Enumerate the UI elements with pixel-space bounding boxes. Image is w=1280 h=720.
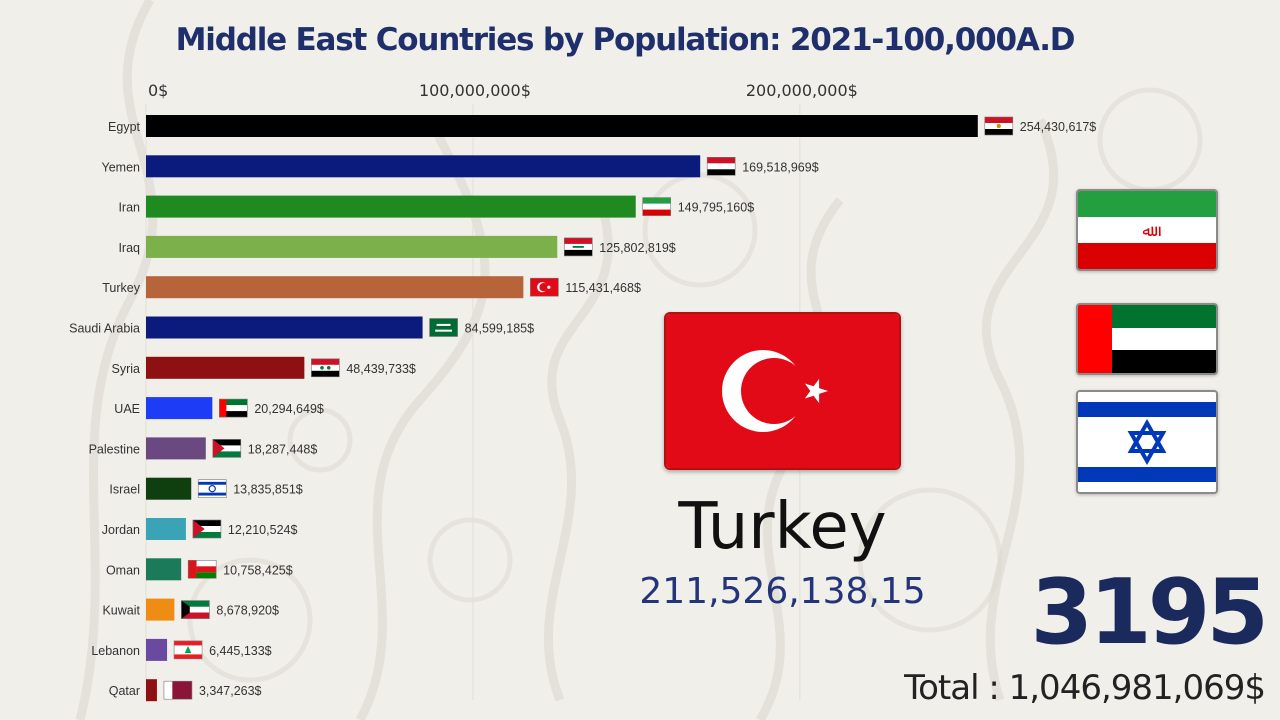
bar (146, 276, 524, 299)
value-label: 20,294,649$ (254, 402, 324, 416)
bar (146, 477, 192, 500)
featured-turkey-flag-icon (664, 312, 901, 470)
uae-flag-icon (219, 398, 248, 418)
israel-flag-icon (197, 479, 227, 499)
x-tick-label: 100,000,000$ (419, 81, 531, 100)
bar (146, 397, 213, 420)
qatar-flag-icon (163, 680, 193, 700)
category-label: Turkey (102, 281, 140, 295)
value-label: 254,430,617$ (1020, 120, 1097, 134)
yemen-flag-icon (706, 157, 736, 176)
category-label: Syria (112, 362, 141, 376)
category-label: Qatar (109, 684, 140, 698)
bar (146, 316, 423, 339)
jordan-flag-icon (192, 519, 222, 539)
category-label: Israel (109, 483, 140, 497)
iran-flag-icon (642, 197, 672, 216)
value-label: 125,802,819$ (599, 241, 676, 255)
bar-row-lebanon: Lebanon 6,445,133$ (91, 638, 272, 661)
bar-row-israel: Israel 13,835,851$ (109, 477, 303, 500)
bar (146, 558, 182, 581)
category-label: Iran (118, 201, 140, 215)
bar (146, 679, 157, 702)
palestine-flag-icon (212, 439, 242, 458)
category-label: Iraq (118, 241, 140, 255)
year-counter: 3195 (1030, 560, 1270, 665)
oman-flag-icon (187, 559, 217, 579)
bar-row-iran: Iran 149,795,160$ (118, 195, 755, 218)
value-label: 169,518,969$ (742, 160, 819, 174)
egypt-flag-icon (984, 116, 1014, 136)
bar (146, 155, 701, 178)
value-label: 48,439,733$ (346, 362, 416, 376)
category-label: Oman (106, 563, 140, 577)
iran-flag-icon: ﷲ (1076, 189, 1218, 271)
bar (146, 115, 978, 137)
category-label: Lebanon (91, 644, 140, 658)
bar (146, 235, 558, 258)
featured-country-name: Turkey (678, 490, 887, 564)
x-tick-label: 0$ (148, 81, 168, 100)
bar-row-kuwait: Kuwait 8,678,920$ (102, 598, 279, 621)
category-label: Jordan (102, 523, 140, 537)
category-label: Saudi Arabia (69, 322, 140, 336)
category-label: UAE (114, 402, 140, 416)
value-label: 18,287,448$ (248, 442, 318, 456)
category-label: Palestine (89, 442, 140, 456)
featured-country-value: 211,526,138,15 (639, 571, 926, 612)
turkey-flag-icon (530, 277, 559, 297)
bar (146, 638, 168, 661)
bar-row-iraq: Iraq 125,802,819$ (118, 235, 676, 258)
israel-flag-icon (1076, 390, 1218, 494)
iraq-flag-icon (563, 237, 593, 257)
bar (146, 437, 206, 460)
bar-row-uae: UAE 20,294,649$ (114, 397, 324, 420)
bar-row-palestine: Palestine 18,287,448$ (89, 437, 318, 460)
uae-flag-icon (1076, 303, 1218, 375)
bar (146, 195, 636, 218)
bar-row-syria: Syria 48,439,733$ (112, 356, 416, 379)
bar (146, 356, 305, 379)
value-label: 84,599,185$ (465, 322, 535, 336)
syria-flag-icon (311, 358, 340, 378)
value-label: 10,758,425$ (223, 563, 293, 577)
bar-row-saudi-arabia: Saudi Arabia 84,599,185$ (69, 316, 535, 339)
bar-row-oman: Oman 10,758,425$ (106, 558, 293, 581)
chart-title: Middle East Countries by Population: 202… (175, 22, 1076, 58)
category-label: Yemen (102, 160, 141, 174)
bar-row-turkey: Turkey 115,431,468$ (102, 276, 641, 299)
saudi-arabia-flag-icon (429, 318, 458, 337)
bar-row-yemen: Yemen 169,518,969$ (102, 155, 819, 178)
x-tick-label: 200,000,000$ (746, 81, 858, 100)
total-population: Total : 1,046,981,069$ (904, 668, 1266, 708)
value-label: 149,795,160$ (678, 201, 755, 215)
value-label: 12,210,524$ (228, 523, 298, 537)
bar-row-egypt: Egypt 254,430,617$ (108, 115, 1096, 137)
bar (146, 598, 175, 621)
value-label: 115,431,468$ (565, 281, 641, 295)
value-label: 8,678,920$ (216, 604, 279, 618)
value-label: 3,347,263$ (199, 684, 262, 698)
value-label: 13,835,851$ (233, 483, 303, 497)
category-label: Egypt (108, 120, 140, 134)
kuwait-flag-icon (181, 600, 210, 619)
bar (146, 518, 186, 540)
lebanon-flag-icon (173, 640, 203, 660)
bar-row-jordan: Jordan 12,210,524$ (102, 518, 298, 540)
bar-row-qatar: Qatar 3,347,263$ (109, 679, 262, 702)
value-label: 6,445,133$ (209, 644, 272, 658)
category-label: Kuwait (102, 604, 140, 618)
